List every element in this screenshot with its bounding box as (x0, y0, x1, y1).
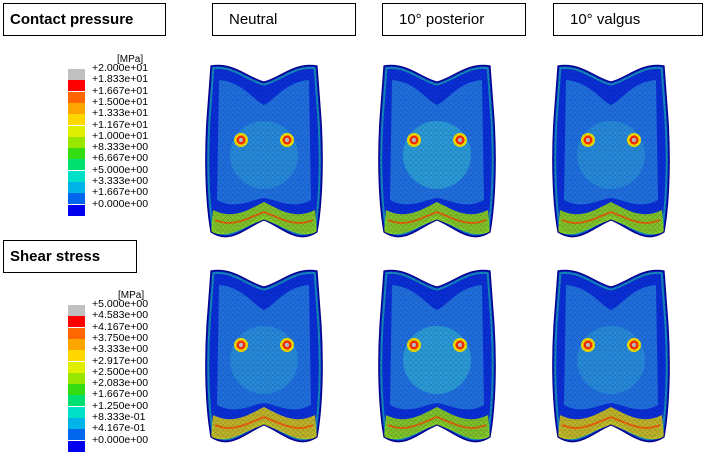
shear-legend-swatch (68, 406, 85, 418)
shear-legend-swatch (68, 429, 85, 441)
contact-legend-swatch (68, 170, 85, 182)
contact-legend-tick-label: +3.333e+00 (92, 175, 149, 187)
contact-legend-swatch (68, 125, 85, 137)
contact-legend-swatch (68, 114, 85, 126)
shear-neutral-fe-plot (203, 265, 325, 450)
contact-legend-swatch (68, 148, 85, 160)
contact-legend-swatch (68, 136, 85, 148)
shear-valgus-fe-plot (550, 265, 672, 450)
shear-legend-tick-label: +2.083e+00 (92, 377, 149, 390)
shear-legend-tick-label: +2.917e+00 (92, 354, 149, 367)
contact-legend-swatch (68, 69, 85, 80)
shear-legend-swatch (68, 418, 85, 429)
shear-legend-swatch (68, 327, 85, 339)
shear-legend-tick-label: +4.167e+00 (92, 320, 149, 333)
shear-legend-swatch (68, 384, 85, 396)
shear-legend-unit: [MPa] (118, 290, 145, 301)
shear-legend-tick-label: +1.250e+00 (92, 399, 149, 412)
column-label-10-valgus: 10° valgus (553, 3, 703, 36)
shear-legend-swatch (68, 440, 85, 452)
contact-neutral-fe-plot (203, 60, 325, 245)
contact-legend-tick-label: +2.000e+01 (92, 62, 149, 74)
column-label-10-posterior: 10° posterior (382, 3, 526, 36)
contact-legend-tick-label: +0.000e+00 (92, 197, 149, 210)
shear-legend-tick-label: +8.333e-01 (92, 411, 146, 423)
contact-legend-tick-label: +1.667e+01 (92, 84, 149, 97)
contact-legend-tick-label: +1.833e+01 (92, 73, 149, 86)
contact-legend-tick-label: +1.667e+00 (92, 186, 149, 199)
contact-legend-swatch (68, 159, 85, 171)
contact-legend-swatch (68, 102, 85, 114)
shear-legend-tick-label: +5.000e+00 (92, 298, 149, 310)
contact-valgus-fe-plot (550, 60, 672, 245)
shear-legend-swatch (68, 361, 85, 373)
shear-legend-swatch (68, 395, 85, 407)
contact-legend-tick-label: +1.167e+01 (92, 118, 149, 131)
row-label-contact-pressure: Contact pressure (3, 3, 166, 36)
contact-legend-swatch (68, 193, 85, 205)
shear-legend-tick-label: +3.750e+00 (92, 331, 149, 344)
shear-legend-tick-label: +4.583e+00 (92, 309, 149, 322)
shear-legend-swatch (68, 372, 85, 384)
row-label-shear-stress: Shear stress (3, 240, 137, 273)
contact-legend-tick-label: +5.000e+00 (92, 163, 149, 176)
contact-legend-swatch (68, 182, 85, 193)
shear-legend-swatch (68, 305, 85, 316)
contact-legend-swatch (68, 91, 85, 103)
shear-legend-swatch (68, 316, 85, 328)
shear-legend-swatch (68, 350, 85, 362)
column-label-neutral: Neutral (212, 3, 356, 36)
shear-legend-tick-label: +3.333e+00 (92, 343, 149, 356)
shear-legend-tick-label: +4.167e-01 (92, 422, 146, 435)
shear-legend-tick-label: +1.667e+00 (92, 388, 149, 401)
contact-legend-tick-label: +6.667e+00 (92, 152, 149, 165)
shear-posterior-fe-plot (376, 265, 498, 450)
contact-posterior-fe-plot (376, 60, 498, 245)
contact-legend-tick-label: +8.333e+00 (92, 141, 149, 154)
contact-legend-tick-label: +1.000e+01 (92, 129, 149, 142)
shear-legend-swatch (68, 338, 85, 350)
shear-legend-tick-label: +2.500e+00 (92, 365, 149, 378)
shear-legend-tick-label: +0.000e+00 (92, 433, 149, 446)
contact-legend-unit: [MPa] (117, 54, 144, 65)
contact-legend-tick-label: +1.500e+01 (92, 95, 149, 108)
contact-legend-swatch (68, 204, 85, 216)
contact-legend-tick-label: +1.333e+01 (92, 107, 149, 120)
contact-legend-swatch (68, 80, 85, 92)
